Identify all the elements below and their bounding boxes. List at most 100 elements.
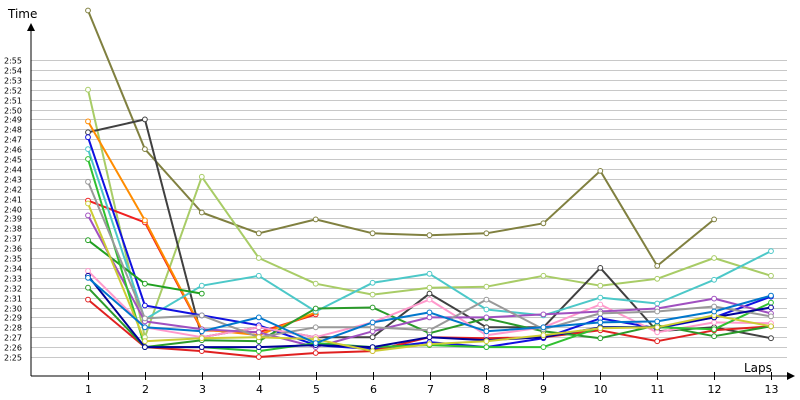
y-tick-label: 2:55 bbox=[4, 57, 22, 66]
data-point bbox=[540, 220, 547, 227]
y-tick-label: 2:53 bbox=[4, 77, 22, 86]
data-point bbox=[369, 324, 376, 331]
data-point bbox=[85, 146, 91, 153]
data-point bbox=[198, 209, 205, 216]
data-point bbox=[426, 290, 433, 297]
x-tick-label: 4 bbox=[256, 383, 263, 396]
data-point bbox=[142, 302, 148, 309]
data-point bbox=[768, 272, 774, 279]
data-point bbox=[711, 308, 717, 315]
data-point bbox=[255, 334, 262, 341]
data-point bbox=[768, 313, 774, 320]
data-point bbox=[85, 178, 91, 185]
data-point bbox=[369, 304, 376, 311]
data-point bbox=[597, 265, 604, 271]
data-point bbox=[312, 305, 319, 312]
data-point bbox=[255, 314, 262, 321]
data-point bbox=[540, 272, 547, 279]
y-axis-arrow bbox=[27, 23, 35, 31]
data-point bbox=[540, 311, 547, 318]
series-line-13 bbox=[87, 158, 772, 353]
data-point bbox=[711, 295, 717, 302]
data-point bbox=[312, 324, 319, 331]
x-tick-label: 6 bbox=[370, 383, 377, 396]
data-point bbox=[483, 328, 490, 335]
y-tick-label: 2:52 bbox=[4, 87, 22, 96]
data-point bbox=[85, 86, 91, 93]
data-point bbox=[711, 255, 717, 261]
x-axis-ticks: 1 2 3 4 5 6 7 8 9 10 11 12 13 bbox=[85, 372, 779, 396]
data-point bbox=[597, 168, 604, 174]
data-point bbox=[597, 282, 604, 289]
data-point bbox=[483, 306, 490, 313]
data-point bbox=[654, 324, 661, 331]
data-point bbox=[198, 290, 205, 297]
data-point bbox=[654, 263, 661, 269]
y-tick-label: 2:41 bbox=[4, 196, 22, 205]
data-point bbox=[142, 116, 148, 123]
data-point bbox=[654, 329, 661, 336]
data-point bbox=[768, 323, 774, 330]
y-tick-label: 2:33 bbox=[4, 275, 22, 284]
data-point bbox=[369, 348, 376, 355]
y-tick-label: 2:28 bbox=[4, 324, 22, 333]
y-tick-label: 2:46 bbox=[4, 146, 22, 155]
y-tick-label: 2:43 bbox=[4, 176, 22, 185]
data-point bbox=[85, 212, 91, 219]
data-point bbox=[483, 296, 490, 303]
data-point bbox=[768, 292, 774, 299]
x-tick-label: 1 bbox=[85, 383, 92, 396]
y-tick-label: 2:30 bbox=[4, 305, 22, 314]
data-point bbox=[426, 284, 433, 291]
data-point bbox=[768, 335, 774, 342]
data-point bbox=[85, 129, 91, 136]
data-point bbox=[540, 332, 547, 339]
data-point bbox=[426, 341, 433, 348]
data-point bbox=[85, 156, 91, 162]
data-point bbox=[711, 319, 717, 326]
data-point bbox=[85, 7, 91, 14]
y-tick-label: 2:49 bbox=[4, 116, 22, 125]
x-tick-label: 8 bbox=[483, 383, 490, 396]
data-point bbox=[654, 308, 661, 315]
data-point bbox=[597, 319, 604, 326]
data-point bbox=[426, 334, 433, 341]
data-point bbox=[142, 338, 148, 345]
data-point bbox=[255, 329, 262, 336]
data-point bbox=[369, 334, 376, 341]
data-point bbox=[85, 134, 91, 141]
data-point bbox=[654, 275, 661, 282]
y-tick-label: 2:29 bbox=[4, 314, 22, 323]
y-tick-label: 2:31 bbox=[4, 295, 22, 304]
y-axis-title: Time bbox=[7, 7, 37, 21]
data-point bbox=[255, 230, 262, 237]
data-point bbox=[426, 296, 433, 303]
y-tick-label: 2:27 bbox=[4, 334, 22, 343]
data-point bbox=[255, 324, 262, 331]
data-point bbox=[597, 335, 604, 342]
data-point bbox=[426, 232, 433, 239]
data-point bbox=[85, 200, 91, 207]
y-tick-label: 2:51 bbox=[4, 97, 22, 106]
data-point bbox=[540, 344, 547, 351]
series-points bbox=[85, 7, 774, 360]
y-tick-label: 2:38 bbox=[4, 225, 22, 234]
y-tick-label: 2:37 bbox=[4, 235, 22, 244]
x-tick-label: 2 bbox=[142, 383, 149, 396]
data-point bbox=[369, 230, 376, 237]
data-point bbox=[597, 325, 604, 332]
x-tick-label: 13 bbox=[765, 383, 779, 396]
y-tick-label: 2:40 bbox=[4, 206, 22, 215]
data-point bbox=[711, 303, 717, 310]
data-point bbox=[142, 217, 148, 224]
series-line-1 bbox=[87, 10, 715, 267]
data-point bbox=[768, 248, 774, 255]
data-point bbox=[654, 318, 661, 325]
y-tick-label: 2:47 bbox=[4, 136, 22, 145]
data-point bbox=[369, 319, 376, 326]
data-point bbox=[540, 324, 547, 331]
data-point bbox=[597, 310, 604, 317]
data-point bbox=[711, 216, 717, 223]
y-tick-label: 2:42 bbox=[4, 186, 22, 195]
data-point bbox=[654, 300, 661, 307]
